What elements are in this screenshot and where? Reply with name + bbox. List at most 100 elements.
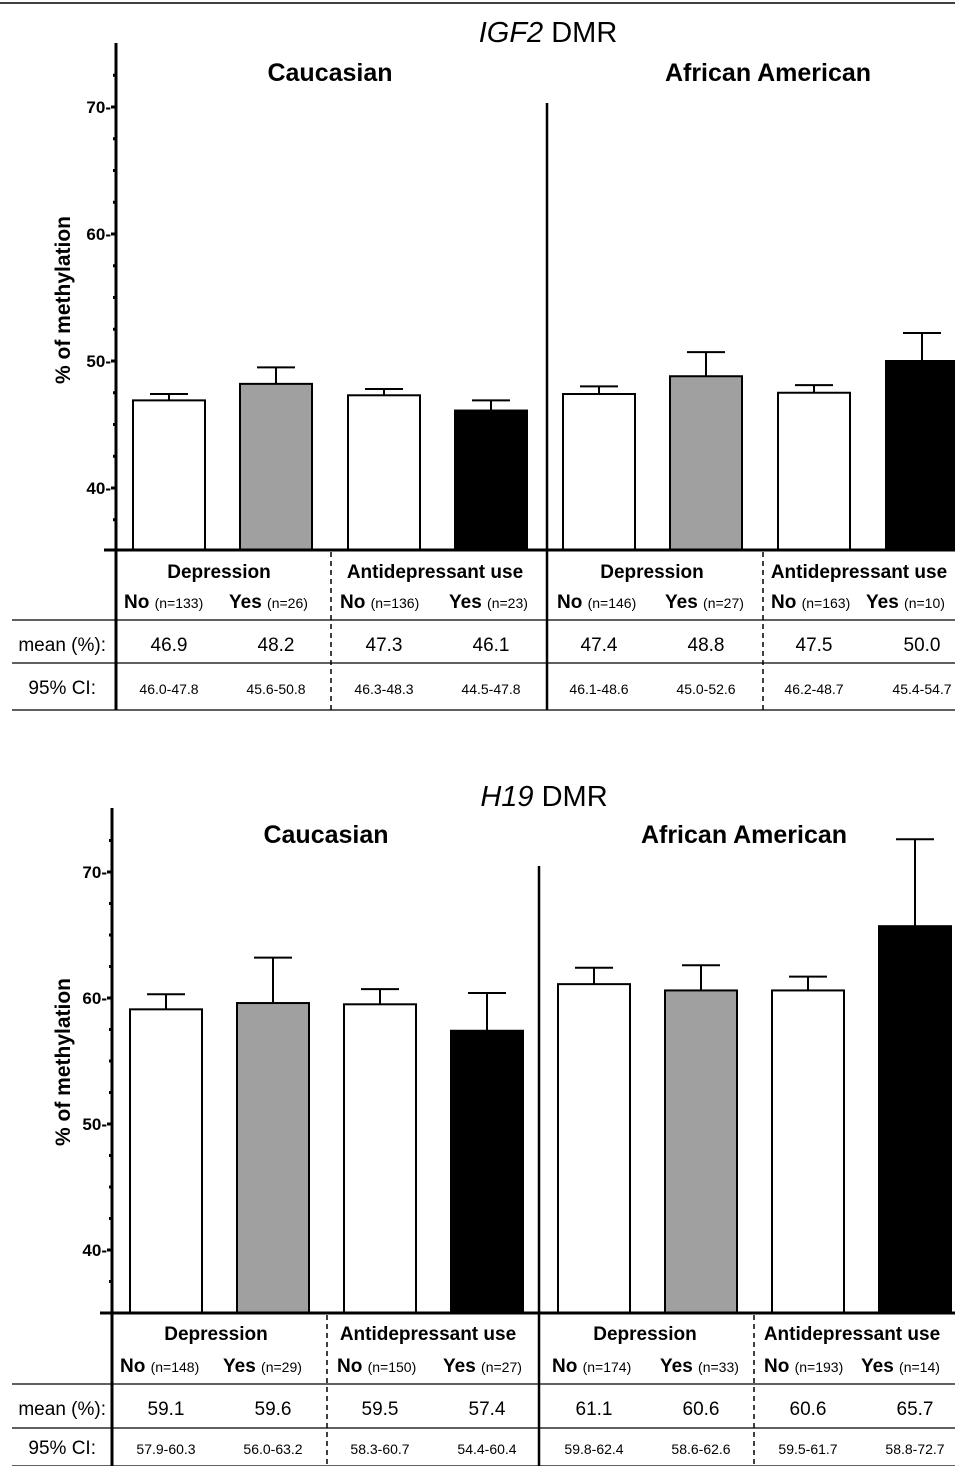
group-label: Caucasian xyxy=(263,821,388,849)
bar-category-name: Yes xyxy=(449,592,487,613)
bar-category-label: Yes (n=14) xyxy=(861,1356,940,1377)
ci-value: 57.9-60.3 xyxy=(136,1441,195,1457)
bar-sample-size: (n=10) xyxy=(904,595,945,611)
bar-category-label: Yes (n=29) xyxy=(223,1356,302,1377)
bar-sample-size: (n=193) xyxy=(795,1359,844,1375)
ci-value: 54.4-60.4 xyxy=(457,1441,516,1457)
bar-category-name: Yes xyxy=(443,1356,481,1377)
y-tick-label: 40- xyxy=(86,479,111,498)
subgroup-header: Depression xyxy=(164,1324,267,1345)
bar-category-label: Yes (n=27) xyxy=(665,592,744,613)
mean-value: 48.8 xyxy=(688,635,725,656)
bar xyxy=(239,382,313,551)
bar-sample-size: (n=14) xyxy=(899,1359,940,1375)
bar xyxy=(777,391,851,551)
mean-value: 61.1 xyxy=(576,1399,613,1420)
y-tick-label: 70- xyxy=(82,863,107,882)
bar-category-label: No (n=148) xyxy=(120,1356,199,1377)
group-label: African American xyxy=(665,59,871,87)
bar-sample-size: (n=27) xyxy=(703,595,744,611)
bar-category-name: No xyxy=(552,1356,583,1377)
subgroup-header: Antidepressant use xyxy=(340,1324,516,1345)
mean-value: 46.9 xyxy=(151,635,188,656)
mean-value: 47.3 xyxy=(366,635,403,656)
subgroup-header: Depression xyxy=(167,562,270,583)
bar xyxy=(454,409,528,551)
bar-sample-size: (n=26) xyxy=(267,595,308,611)
ci-value: 59.8-62.4 xyxy=(564,1441,623,1457)
bar-category-label: No (n=174) xyxy=(552,1356,631,1377)
y-tick-label: 60- xyxy=(82,989,107,1008)
mean-value: 47.5 xyxy=(796,635,833,656)
bar xyxy=(562,393,636,551)
bar-category-name: Yes xyxy=(665,592,703,613)
bar-category-name: No xyxy=(337,1356,368,1377)
bar-category-label: No (n=163) xyxy=(771,592,850,613)
mean-value: 50.0 xyxy=(904,635,941,656)
ci-value: 58.8-72.7 xyxy=(885,1441,944,1457)
bar-category-label: No (n=150) xyxy=(337,1356,416,1377)
ci-value: 56.0-63.2 xyxy=(243,1441,302,1457)
bar xyxy=(236,1002,310,1314)
bar-sample-size: (n=29) xyxy=(261,1359,302,1375)
bar-category-name: Yes xyxy=(223,1356,261,1377)
mean-value: 65.7 xyxy=(897,1399,934,1420)
y-axis-label: % of methylation xyxy=(52,978,75,1146)
bar xyxy=(771,989,845,1314)
ci-value: 45.0-52.6 xyxy=(676,681,735,697)
bar-sample-size: (n=163) xyxy=(802,595,851,611)
bar-sample-size: (n=148) xyxy=(151,1359,200,1375)
bar-sample-size: (n=150) xyxy=(368,1359,417,1375)
panel-title: H19 DMR xyxy=(480,781,607,813)
mean-value: 59.5 xyxy=(362,1399,399,1420)
bar-sample-size: (n=27) xyxy=(481,1359,522,1375)
bar-category-label: Yes (n=26) xyxy=(229,592,308,613)
bar-sample-size: (n=136) xyxy=(371,595,420,611)
mean-value: 60.6 xyxy=(683,1399,720,1420)
ci-value: 58.6-62.6 xyxy=(671,1441,730,1457)
bar-category-label: Yes (n=27) xyxy=(443,1356,522,1377)
group-label: African American xyxy=(641,821,847,849)
subgroup-header: Depression xyxy=(600,562,703,583)
mean-value: 46.1 xyxy=(473,635,510,656)
bar-category-label: Yes (n=10) xyxy=(866,592,945,613)
row-label-mean: mean (%): xyxy=(18,635,106,656)
bar xyxy=(450,1029,524,1314)
bar-sample-size: (n=33) xyxy=(698,1359,739,1375)
bar xyxy=(343,1003,417,1314)
ci-value: 45.6-50.8 xyxy=(246,681,305,697)
y-axis-label: % of methylation xyxy=(52,216,75,384)
mean-value: 60.6 xyxy=(790,1399,827,1420)
bar-category-label: Yes (n=23) xyxy=(449,592,528,613)
bar-category-name: Yes xyxy=(660,1356,698,1377)
ci-value: 58.3-60.7 xyxy=(350,1441,409,1457)
mean-value: 57.4 xyxy=(469,1399,506,1420)
panel-title-suffix: DMR xyxy=(543,17,617,49)
panel-title-gene: IGF2 xyxy=(479,17,543,49)
bar-sample-size: (n=133) xyxy=(155,595,204,611)
bar-category-name: No xyxy=(557,592,588,613)
bar-category-label: No (n=133) xyxy=(124,592,203,613)
bar xyxy=(557,983,631,1314)
y-tick-label: 40- xyxy=(82,1241,107,1260)
bar xyxy=(878,925,952,1314)
bar-category-name: No xyxy=(340,592,371,613)
panel-1: IGF2 DMR Caucasian African American 40- 50- 6… xyxy=(12,17,955,711)
y-tick-label: 70- xyxy=(86,98,111,117)
ci-value: 45.4-54.7 xyxy=(892,681,951,697)
bar-category-name: No xyxy=(771,592,802,613)
ci-value: 46.0-47.8 xyxy=(139,681,198,697)
ci-value: 44.5-47.8 xyxy=(461,681,520,697)
bar-category-name: Yes xyxy=(861,1356,899,1377)
row-label-mean: mean (%): xyxy=(18,1399,106,1420)
bar-sample-size: (n=146) xyxy=(588,595,637,611)
panel-title: IGF2 DMR xyxy=(479,17,618,49)
y-tick-label: 50- xyxy=(86,352,111,371)
panel-2: H19 DMR Caucasian African American 40- 50- 60… xyxy=(12,781,955,1466)
bar-category-name: Yes xyxy=(229,592,267,613)
group-label: Caucasian xyxy=(267,59,392,87)
row-label-ci: 95% CI: xyxy=(28,1438,96,1459)
bar-category-name: Yes xyxy=(866,592,904,613)
subgroup-header: Antidepressant use xyxy=(347,562,523,583)
